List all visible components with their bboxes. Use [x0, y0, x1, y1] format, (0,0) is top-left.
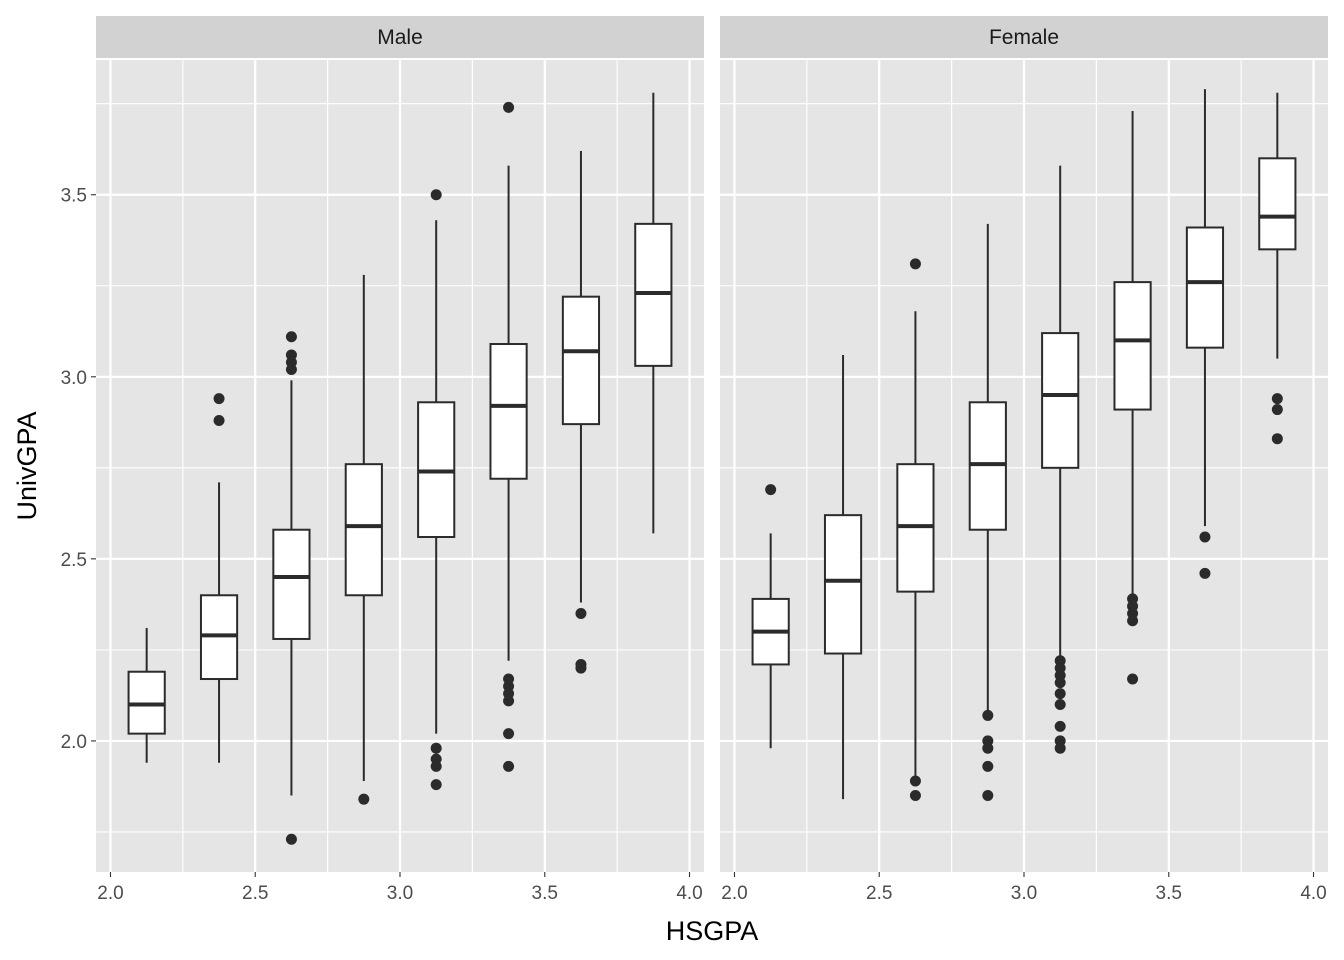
box-iqr	[1185, 226, 1225, 349]
facet-strip	[96, 16, 704, 58]
x-tick-label: 3.0	[1011, 883, 1037, 904]
outlier-point	[213, 414, 225, 426]
outlier-point	[1054, 699, 1066, 711]
x-tick-label: 3.5	[532, 883, 558, 904]
boxplot-3.125	[417, 189, 456, 791]
y-tick-label: 3.5	[61, 186, 87, 207]
outlier-point	[503, 728, 515, 740]
boxplot-3.375	[1113, 110, 1152, 685]
x-tick-label: 2.0	[721, 883, 747, 904]
outlier-point	[430, 760, 442, 772]
box-iqr	[1041, 332, 1080, 469]
x-tick-label: 3.0	[387, 883, 413, 904]
facet-strip-label: Female	[989, 26, 1059, 49]
facet-panel-male: Male 2.0 2.5 3.0 3.5 4.0	[96, 16, 704, 904]
box-iqr	[272, 528, 311, 640]
outlier-point	[358, 793, 370, 805]
outlier-point	[765, 484, 777, 496]
y-tick-label: 2.5	[61, 550, 87, 571]
outlier-point	[285, 331, 297, 343]
outlier-point	[909, 258, 921, 270]
boxplot-2.875	[968, 223, 1007, 802]
outlier-point	[503, 760, 515, 772]
outlier-point	[1271, 433, 1283, 445]
outlier-point	[575, 607, 587, 619]
x-tick-label: 2.5	[866, 883, 892, 904]
x-axis-title: HSGPA	[666, 916, 759, 946]
box-iqr	[823, 514, 863, 655]
box-iqr	[561, 295, 601, 426]
outlier-point	[982, 790, 994, 802]
outlier-point	[1127, 615, 1139, 627]
facet-panel-female: Female 2.0 2.5 3.0 3.5 4.0	[720, 16, 1328, 904]
outlier-point	[213, 393, 225, 405]
outlier-point	[982, 742, 994, 754]
outlier-point	[909, 775, 921, 787]
boxplot-2.875	[344, 274, 383, 805]
outlier-point	[285, 364, 297, 376]
outlier-point	[1271, 404, 1283, 416]
boxplot-2.375	[199, 393, 239, 763]
outlier-point	[1054, 688, 1066, 700]
outlier-point	[1127, 673, 1139, 685]
boxplot-2.125	[127, 628, 166, 763]
boxplot-3.125	[1041, 165, 1080, 754]
outlier-point	[503, 695, 515, 707]
outlier-point	[1054, 677, 1066, 689]
outlier-point	[1199, 567, 1211, 579]
y-tick-label: 2.0	[61, 732, 87, 753]
x-tick-label: 2.5	[242, 883, 268, 904]
box-iqr	[489, 343, 528, 480]
outlier-point	[285, 833, 297, 845]
box-iqr	[1113, 281, 1152, 411]
outlier-point	[982, 760, 994, 772]
boxplot-3.625	[1185, 89, 1225, 579]
boxplot-3.875	[634, 92, 673, 534]
boxplot-2.375	[823, 354, 863, 800]
y-tick-label: 3.0	[61, 368, 87, 389]
box-iqr	[344, 463, 383, 597]
outlier-point	[1054, 742, 1066, 754]
outlier-point	[1271, 393, 1283, 405]
outlier-point	[1054, 720, 1066, 732]
boxplot-3.375	[489, 101, 528, 772]
y-axis-title: UnivGPA	[12, 411, 42, 520]
boxplot-2.625	[896, 258, 935, 802]
outlier-point	[503, 101, 515, 113]
x-tick-label: 4.0	[676, 883, 702, 904]
box-iqr	[1258, 157, 1297, 251]
facet-strip	[720, 16, 1328, 58]
x-tick-label: 3.5	[1156, 883, 1182, 904]
facet-strip-label: Male	[377, 26, 423, 49]
outlier-point	[430, 742, 442, 754]
x-tick-label: 2.0	[97, 883, 123, 904]
outlier-point	[430, 779, 442, 791]
x-tick-label: 4.0	[1300, 883, 1326, 904]
boxplot-3.875	[1258, 92, 1297, 445]
outlier-point	[575, 662, 587, 674]
boxplot-2.625	[272, 331, 311, 845]
outlier-point	[430, 189, 442, 201]
boxplot-2.125	[751, 484, 790, 749]
outlier-point	[909, 790, 921, 802]
outlier-point	[982, 709, 994, 721]
boxplot-3.625	[561, 151, 601, 674]
outlier-point	[1199, 531, 1211, 543]
